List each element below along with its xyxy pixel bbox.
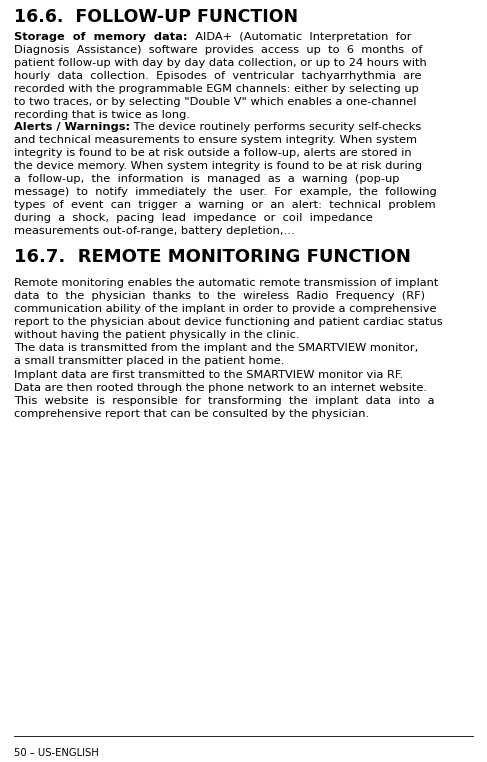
- Text: patient follow-up with day by day data collection, or up to 24 hours with: patient follow-up with day by day data c…: [14, 58, 427, 68]
- Text: Remote monitoring enables the automatic remote transmission of implant: Remote monitoring enables the automatic …: [14, 278, 438, 288]
- Text: The data is transmitted from the implant and the SMARTVIEW monitor,: The data is transmitted from the implant…: [14, 343, 418, 353]
- Text: 16.7.  REMOTE MONITORING FUNCTION: 16.7. REMOTE MONITORING FUNCTION: [14, 248, 411, 266]
- Text: the device memory. When system integrity is found to be at risk during: the device memory. When system integrity…: [14, 161, 422, 171]
- Text: and technical measurements to ensure system integrity. When system: and technical measurements to ensure sys…: [14, 135, 417, 145]
- Text: Data are then rooted through the phone network to an internet website.: Data are then rooted through the phone n…: [14, 383, 427, 393]
- Text: without having the patient physically in the clinic.: without having the patient physically in…: [14, 330, 300, 340]
- Text: AIDA+  (Automatic  Interpretation  for: AIDA+ (Automatic Interpretation for: [187, 32, 411, 42]
- Text: report to the physician about device functioning and patient cardiac status: report to the physician about device fun…: [14, 317, 443, 327]
- Text: Storage  of  memory  data:: Storage of memory data:: [14, 32, 187, 42]
- Text: comprehensive report that can be consulted by the physician.: comprehensive report that can be consult…: [14, 409, 369, 419]
- Text: The device routinely performs security self-checks: The device routinely performs security s…: [130, 122, 421, 132]
- Text: during  a  shock,  pacing  lead  impedance  or  coil  impedance: during a shock, pacing lead impedance or…: [14, 213, 373, 223]
- Text: message)  to  notify  immediately  the  user.  For  example,  the  following: message) to notify immediately the user.…: [14, 187, 437, 197]
- Text: types  of  event  can  trigger  a  warning  or  an  alert:  technical  problem: types of event can trigger a warning or …: [14, 200, 436, 210]
- Text: recorded with the programmable EGM channels: either by selecting up: recorded with the programmable EGM chann…: [14, 84, 419, 94]
- Text: Diagnosis  Assistance)  software  provides  access  up  to  6  months  of: Diagnosis Assistance) software provides …: [14, 45, 423, 55]
- Text: hourly  data  collection.  Episodes  of  ventricular  tachyarrhythmia  are: hourly data collection. Episodes of vent…: [14, 71, 422, 81]
- Text: This  website  is  responsible  for  transforming  the  implant  data  into  a: This website is responsible for transfor…: [14, 396, 434, 406]
- Text: Implant data are first transmitted to the SMARTVIEW monitor via RF.: Implant data are first transmitted to th…: [14, 370, 403, 380]
- Text: measurements out-of-range, battery depletion,…: measurements out-of-range, battery deple…: [14, 226, 295, 236]
- Text: integrity is found to be at risk outside a follow-up, alerts are stored in: integrity is found to be at risk outside…: [14, 148, 412, 158]
- Text: communication ability of the implant in order to provide a comprehensive: communication ability of the implant in …: [14, 304, 436, 314]
- Text: a small transmitter placed in the patient home.: a small transmitter placed in the patien…: [14, 356, 284, 366]
- Text: data  to  the  physician  thanks  to  the  wireless  Radio  Frequency  (RF): data to the physician thanks to the wire…: [14, 291, 425, 301]
- Text: Alerts / Warnings:: Alerts / Warnings:: [14, 122, 130, 132]
- Text: a  follow-up,  the  information  is  managed  as  a  warning  (pop-up: a follow-up, the information is managed …: [14, 174, 399, 184]
- Text: 16.6.  FOLLOW-UP FUNCTION: 16.6. FOLLOW-UP FUNCTION: [14, 8, 298, 26]
- Text: recording that is twice as long.: recording that is twice as long.: [14, 110, 190, 120]
- Text: to two traces, or by selecting "Double V" which enables a one-channel: to two traces, or by selecting "Double V…: [14, 97, 416, 107]
- Text: 50 – US-ENGLISH: 50 – US-ENGLISH: [14, 748, 99, 758]
